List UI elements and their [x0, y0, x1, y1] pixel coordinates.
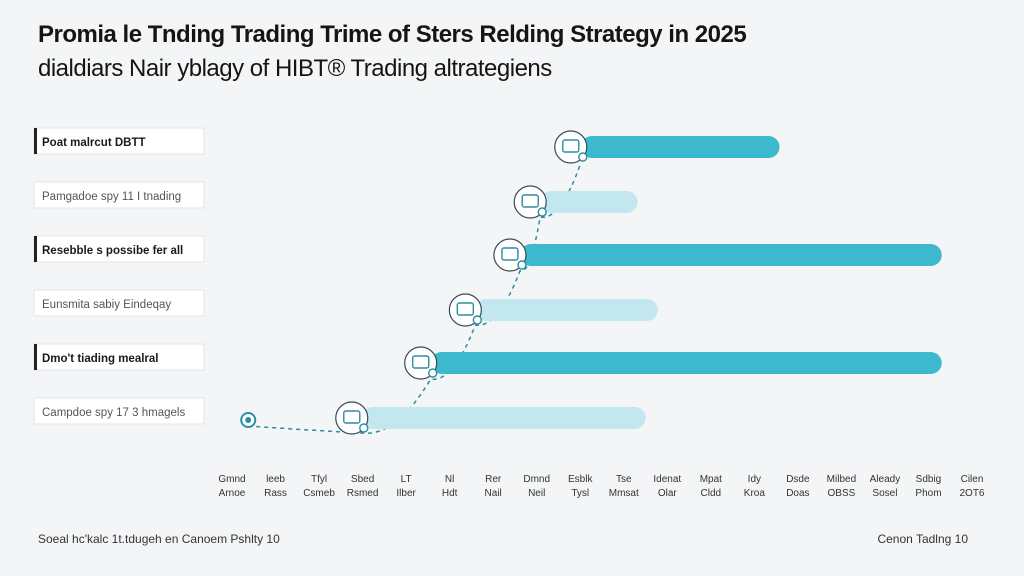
- x-tick-label: Doas: [786, 488, 809, 499]
- x-tick-label: Tse: [616, 474, 632, 485]
- category-label: Dmo't tiading mealral: [42, 353, 158, 365]
- x-tick-label: LT: [401, 474, 412, 485]
- x-tick-label: Idy: [748, 474, 761, 485]
- x-tick-label: Dmnd: [523, 474, 550, 485]
- category-label-box: [33, 343, 205, 371]
- category-label-box: [33, 397, 205, 425]
- bar: [475, 299, 658, 321]
- x-tick-label: Cilen: [961, 474, 984, 485]
- x-tick-label: Mpat: [700, 474, 722, 485]
- footer-source-note: Soeal hc'kalc 1t.tdugeh en Canoem Pshlty…: [38, 532, 280, 546]
- timeline-start-node-core: [245, 417, 252, 423]
- chart-title: Promia le Tnding Trading Trime of Sters …: [38, 21, 747, 48]
- x-tick-label: Sdbig: [916, 474, 942, 485]
- category-label: Pamgadoe spy 11 I tnading: [42, 191, 181, 203]
- x-tick-label: Nail: [485, 488, 502, 499]
- x-tick-label: Cldd: [701, 488, 722, 499]
- category-label: Eunsmita sabiy Eindeqay: [42, 299, 171, 311]
- category-label-accent: [34, 344, 37, 370]
- milestone-icon-node: [428, 368, 438, 378]
- x-tick-label: OBSS: [828, 488, 856, 499]
- milestone-icon-screen: [501, 247, 519, 261]
- bar: [519, 244, 942, 266]
- x-tick-label: Milbed: [827, 474, 856, 485]
- x-tick-label: Dsde: [786, 474, 810, 485]
- milestone-icon-screen: [562, 139, 580, 153]
- x-tick-label: Aleady: [870, 474, 901, 485]
- bar: [430, 352, 942, 374]
- x-tick-label: Kroa: [744, 488, 766, 499]
- x-tick-label: Rer: [485, 474, 502, 485]
- x-tick-label: Rsmed: [347, 488, 379, 499]
- bar: [361, 407, 646, 429]
- category-label-box: [33, 289, 205, 317]
- x-tick-label: leeb: [266, 474, 285, 485]
- category-label: Resebble s possibe fer all: [42, 245, 183, 257]
- x-tick-label: Phom: [915, 488, 941, 499]
- category-label-box: [33, 181, 205, 209]
- milestone-icon-screen: [456, 302, 475, 316]
- x-tick-label: Rass: [264, 488, 287, 499]
- x-tick-label: Neil: [528, 488, 545, 499]
- x-tick-label: Sosel: [872, 488, 897, 499]
- x-tick-label: Arnoe: [219, 488, 246, 499]
- category-label: Poat malrcut DBTT: [42, 137, 146, 149]
- milestone-icon-screen: [412, 355, 430, 369]
- x-tick-label: Hdt: [442, 488, 458, 499]
- category-label-box: [33, 127, 205, 155]
- milestone-icon-screen: [521, 194, 539, 208]
- milestone-icon-node: [537, 207, 547, 217]
- x-tick-label: Esblk: [568, 474, 593, 485]
- x-tick-label: Gmnd: [218, 474, 245, 485]
- category-label-box: [33, 235, 205, 263]
- x-tick-label: Sbed: [351, 474, 374, 485]
- category-label-accent: [34, 128, 37, 154]
- category-label: Campdoe spy 17 3 hmagels: [42, 407, 185, 419]
- x-tick-label: Olar: [658, 488, 678, 499]
- x-tick-label: Mmsat: [609, 488, 639, 499]
- x-tick-label: Idenat: [653, 474, 681, 485]
- footer-credit: Cenon Tadlng 10: [877, 532, 968, 546]
- milestone-icon-node: [578, 152, 588, 162]
- category-label-accent: [34, 236, 37, 262]
- chart-subtitle: dialdiars Nair yblagy of HIBT® Trading a…: [38, 55, 552, 82]
- milestone-icon-screen: [343, 410, 361, 424]
- bar: [580, 136, 780, 158]
- x-tick-label: Ilber: [396, 488, 416, 499]
- milestone-icon-node: [359, 423, 369, 433]
- x-tick-label: 2OT6: [959, 488, 984, 499]
- milestone-icon-node: [517, 260, 527, 270]
- timeline-connector: [248, 162, 582, 434]
- milestone-icon-node: [472, 315, 483, 325]
- x-tick-label: Csmeb: [303, 488, 335, 499]
- x-tick-label: Nl: [445, 474, 454, 485]
- x-tick-label: Tfyl: [311, 474, 327, 485]
- x-tick-label: Tysl: [571, 488, 589, 499]
- bar: [540, 191, 638, 213]
